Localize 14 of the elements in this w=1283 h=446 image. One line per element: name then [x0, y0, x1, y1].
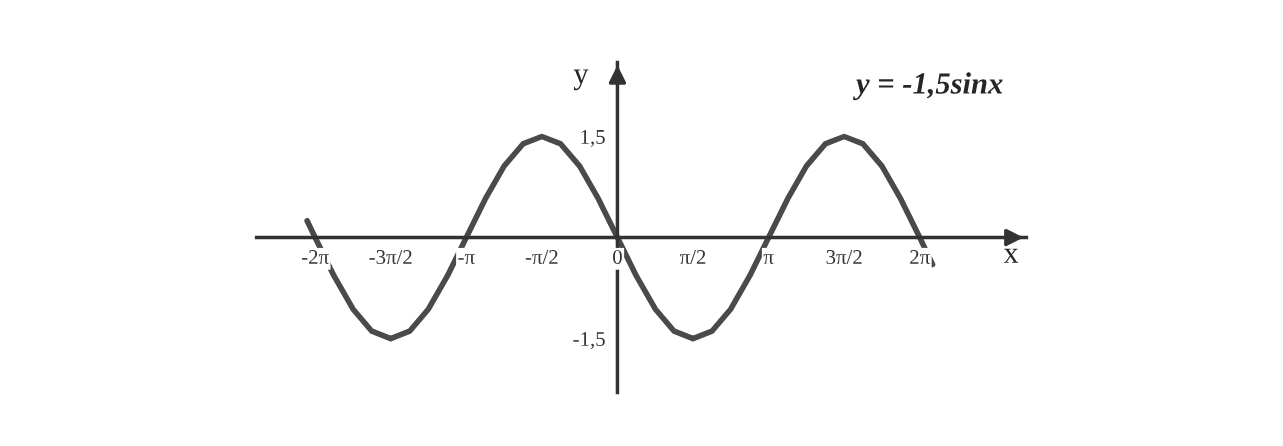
- y-tick-label: 1,5: [581, 130, 605, 147]
- x-tick-label: 0: [613, 249, 622, 265]
- x-tick-label: 3π/2: [826, 250, 862, 265]
- x-tick-label: -π: [458, 254, 475, 265]
- x-tick-label: -2π: [301, 250, 329, 265]
- x-tick-label: π/2: [679, 250, 706, 265]
- x-tick-label: π: [763, 254, 774, 265]
- y-tick-label: -1,5: [573, 332, 605, 350]
- y-axis-title: y: [573, 69, 589, 91]
- x-tick-label: -3π/2: [369, 250, 412, 265]
- x-tick-label: -π/2: [525, 250, 558, 265]
- chart-title: y = -1,5sinx: [852, 72, 1003, 101]
- x-axis-title: x: [1003, 248, 1019, 263]
- x-tick-label: 2π: [910, 250, 930, 265]
